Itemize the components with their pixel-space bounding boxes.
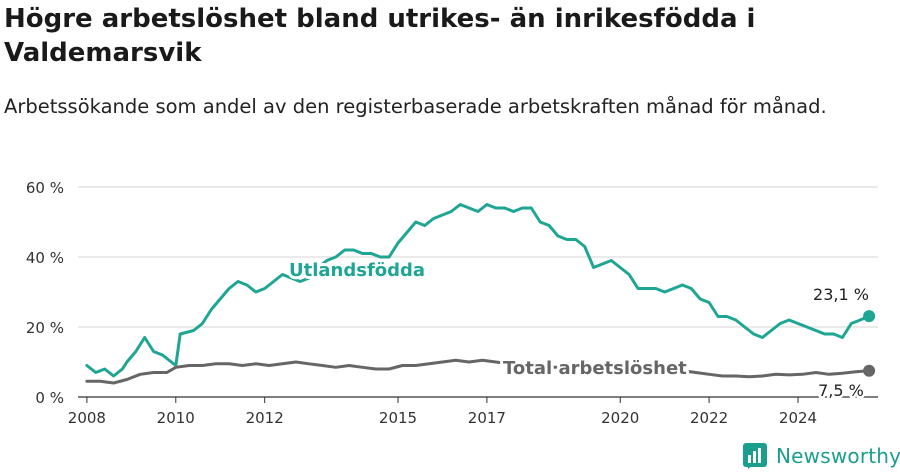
y-tick-label: 20 %	[26, 319, 64, 337]
series-line-utlandsfodda	[85, 203, 871, 378]
newsworthy-logo-icon	[743, 443, 767, 469]
x-tick-label: 2020	[601, 409, 639, 427]
series-label-total: Total arbetslöshet	[503, 358, 687, 379]
brand: Newsworthy	[742, 440, 900, 472]
chart-subtitle: Arbetssökande som andel av den registerb…	[4, 95, 827, 118]
y-tick-label: 40 %	[26, 249, 64, 267]
x-tick-label: 2008	[68, 409, 106, 427]
end-label-total: 7,5 %	[818, 381, 864, 400]
end-label-total-halo: 7,5 %	[818, 381, 864, 400]
x-tick-label: 2015	[379, 409, 417, 427]
x-tick-label: 2017	[468, 409, 506, 427]
x-tick-label: 2024	[779, 409, 817, 427]
end-label-utlandsfodda-halo: 23,1 %	[813, 285, 869, 304]
series-label-utlandsfodda: Utlandsfödda	[289, 260, 425, 281]
x-tick-label: 2010	[157, 409, 195, 427]
end-point-total	[863, 364, 876, 377]
y-tick-label: 0 %	[35, 389, 64, 407]
series-line-total	[85, 358, 871, 385]
end-point-utlandsfodda	[863, 310, 876, 323]
y-tick-label: 60 %	[26, 179, 64, 197]
end-label-utlandsfodda: 23,1 %	[813, 285, 869, 304]
brand-name: Newsworthy	[776, 444, 900, 468]
series-label-utlandsfodda-halo: Utlandsfödda	[289, 260, 425, 281]
x-tick-label: 2012	[246, 409, 284, 427]
chart-title: Högre arbetslöshet bland utrikes- än inr…	[4, 4, 756, 68]
x-tick-label: 2022	[690, 409, 728, 427]
series-label-total-halo: Total arbetslöshet	[503, 358, 687, 379]
